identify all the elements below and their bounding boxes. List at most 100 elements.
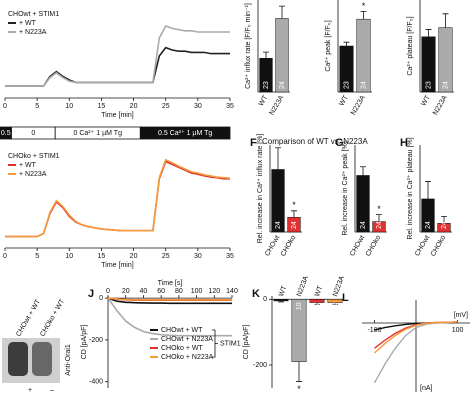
category-label: N223A: [350, 94, 367, 116]
n-label: 24: [442, 81, 449, 89]
sign-label: –: [50, 387, 54, 394]
iv-curve: [374, 321, 458, 354]
error-bar: [360, 11, 367, 20]
y-tick-label: -400: [89, 379, 103, 386]
error-bar: [291, 210, 297, 218]
x-tick-label: 25: [162, 103, 170, 110]
legend-label: CHOwt + N223A: [161, 336, 213, 343]
y-axis-label: CD [pA/pF]: [81, 325, 88, 360]
panel-letter: H: [400, 137, 408, 149]
x-tick-label: 35: [226, 253, 234, 260]
panel-title: Comparison of WT vs. N223A: [262, 137, 368, 146]
x-tick-label: 20: [130, 103, 138, 110]
category-label: WT: [314, 284, 325, 297]
x-tick-label: 30: [194, 103, 202, 110]
panel-letter: F: [250, 137, 257, 149]
y-axis-label: Rel. increase in Ca²⁺ influx rate [%]: [257, 134, 264, 244]
n-label: 24: [441, 221, 448, 229]
error-bar: [441, 215, 447, 224]
error-bar: [343, 41, 350, 46]
x-tick-label: 0: [3, 103, 7, 110]
panel-letter: G: [335, 137, 344, 149]
x-tick-label: 0: [106, 288, 110, 295]
category-label: WT: [278, 284, 289, 297]
bar: [273, 299, 289, 302]
series-line: [5, 25, 230, 87]
legend-label: + N223A: [19, 171, 47, 178]
x-tick-label: 100: [452, 327, 464, 334]
n-label: 23: [425, 81, 432, 89]
series-line: [107, 297, 232, 301]
n-label: 10: [296, 302, 303, 310]
category-label: N223A: [432, 94, 449, 116]
protocol-label: 0.5: [1, 130, 11, 137]
category-label: CHOwt: [349, 234, 366, 257]
x-tick-label: 20: [122, 288, 130, 295]
protocol-segment: [139, 126, 231, 140]
category-label: CHOwt: [264, 234, 281, 257]
x-tick-label: 10: [65, 253, 73, 260]
bar: [291, 299, 307, 362]
category-label: CHOwt: [414, 234, 431, 257]
error-bar: [360, 166, 366, 176]
legend-label: + WT: [19, 20, 37, 27]
x-tick-label: 5: [35, 253, 39, 260]
y-axis-label: CD [pA/pF]: [243, 325, 250, 360]
x-tick-label: 20: [130, 253, 138, 260]
n-label: 11: [278, 302, 285, 309]
y-axis-label: Rel. increase in Ca²⁺ peak [%]: [342, 141, 349, 235]
y-axis-label: Ca²⁺ plateau [F/F₀]: [407, 16, 414, 75]
x-tick-label: 60: [157, 288, 165, 295]
x-tick-label: 35: [226, 103, 234, 110]
x-tick-label: 40: [140, 288, 148, 295]
y-tick-label: 0: [99, 295, 103, 302]
blot-band: [8, 342, 28, 376]
error-bar: [332, 302, 338, 305]
x-tick-label: 5: [35, 103, 39, 110]
series-line: [5, 46, 230, 87]
n-label: 23: [343, 81, 350, 89]
protocol-label: 0 Ca²⁺ 1 µM Tg: [74, 130, 123, 137]
legend-label: + WT: [19, 162, 37, 169]
protocol-label: 0: [31, 130, 35, 137]
x-axis-label: [mV]: [454, 312, 468, 319]
antibody-label: Anti-Orai1: [65, 344, 72, 376]
significance: *: [297, 384, 301, 394]
bracket-label: STIM1: [220, 340, 241, 347]
panel-letter: L: [342, 292, 349, 304]
legend-label: CHOko + N223A: [161, 354, 214, 361]
y-axis-label: [nA]: [420, 385, 433, 392]
category-label: CHOko: [430, 234, 448, 257]
series-line: [107, 297, 232, 305]
significance: *: [377, 204, 381, 214]
y-axis-label: Ca²⁺ influx rate [F/F₀ min⁻¹]: [245, 3, 252, 89]
x-tick-label: 15: [98, 253, 106, 260]
n-label: 23: [263, 81, 270, 89]
bar: [275, 18, 289, 93]
error-bar: [278, 300, 284, 303]
category-label: CHOko: [365, 234, 383, 257]
blot-band: [32, 342, 52, 376]
x-axis-label: Time [s]: [158, 280, 183, 287]
n-label: 12: [314, 302, 321, 310]
n-label: 24: [425, 221, 432, 229]
n-label: 24: [279, 81, 286, 89]
legend-label: CHOwt + WT: [161, 327, 203, 334]
x-tick-label: 15: [98, 103, 106, 110]
lane-label: CHOwt + WT: [15, 298, 42, 338]
panel-letter: K: [252, 288, 260, 300]
x-tick-label: 25: [162, 253, 170, 260]
error-bar: [296, 361, 302, 382]
y-axis-label: Ca²⁺ peak [F/F₀]: [325, 20, 332, 71]
x-tick-label: 120: [208, 288, 220, 295]
x-tick-label: 80: [175, 288, 183, 295]
error-bar: [376, 214, 382, 222]
x-axis-label: Time [min]: [101, 262, 133, 269]
significance: *: [362, 1, 366, 11]
sign-label: +: [28, 387, 32, 394]
legend-label: + N223A: [19, 29, 47, 36]
error-bar: [314, 302, 320, 305]
series-line: [107, 297, 232, 337]
n-label: 24: [376, 221, 383, 229]
x-tick-label: 140: [226, 288, 238, 295]
